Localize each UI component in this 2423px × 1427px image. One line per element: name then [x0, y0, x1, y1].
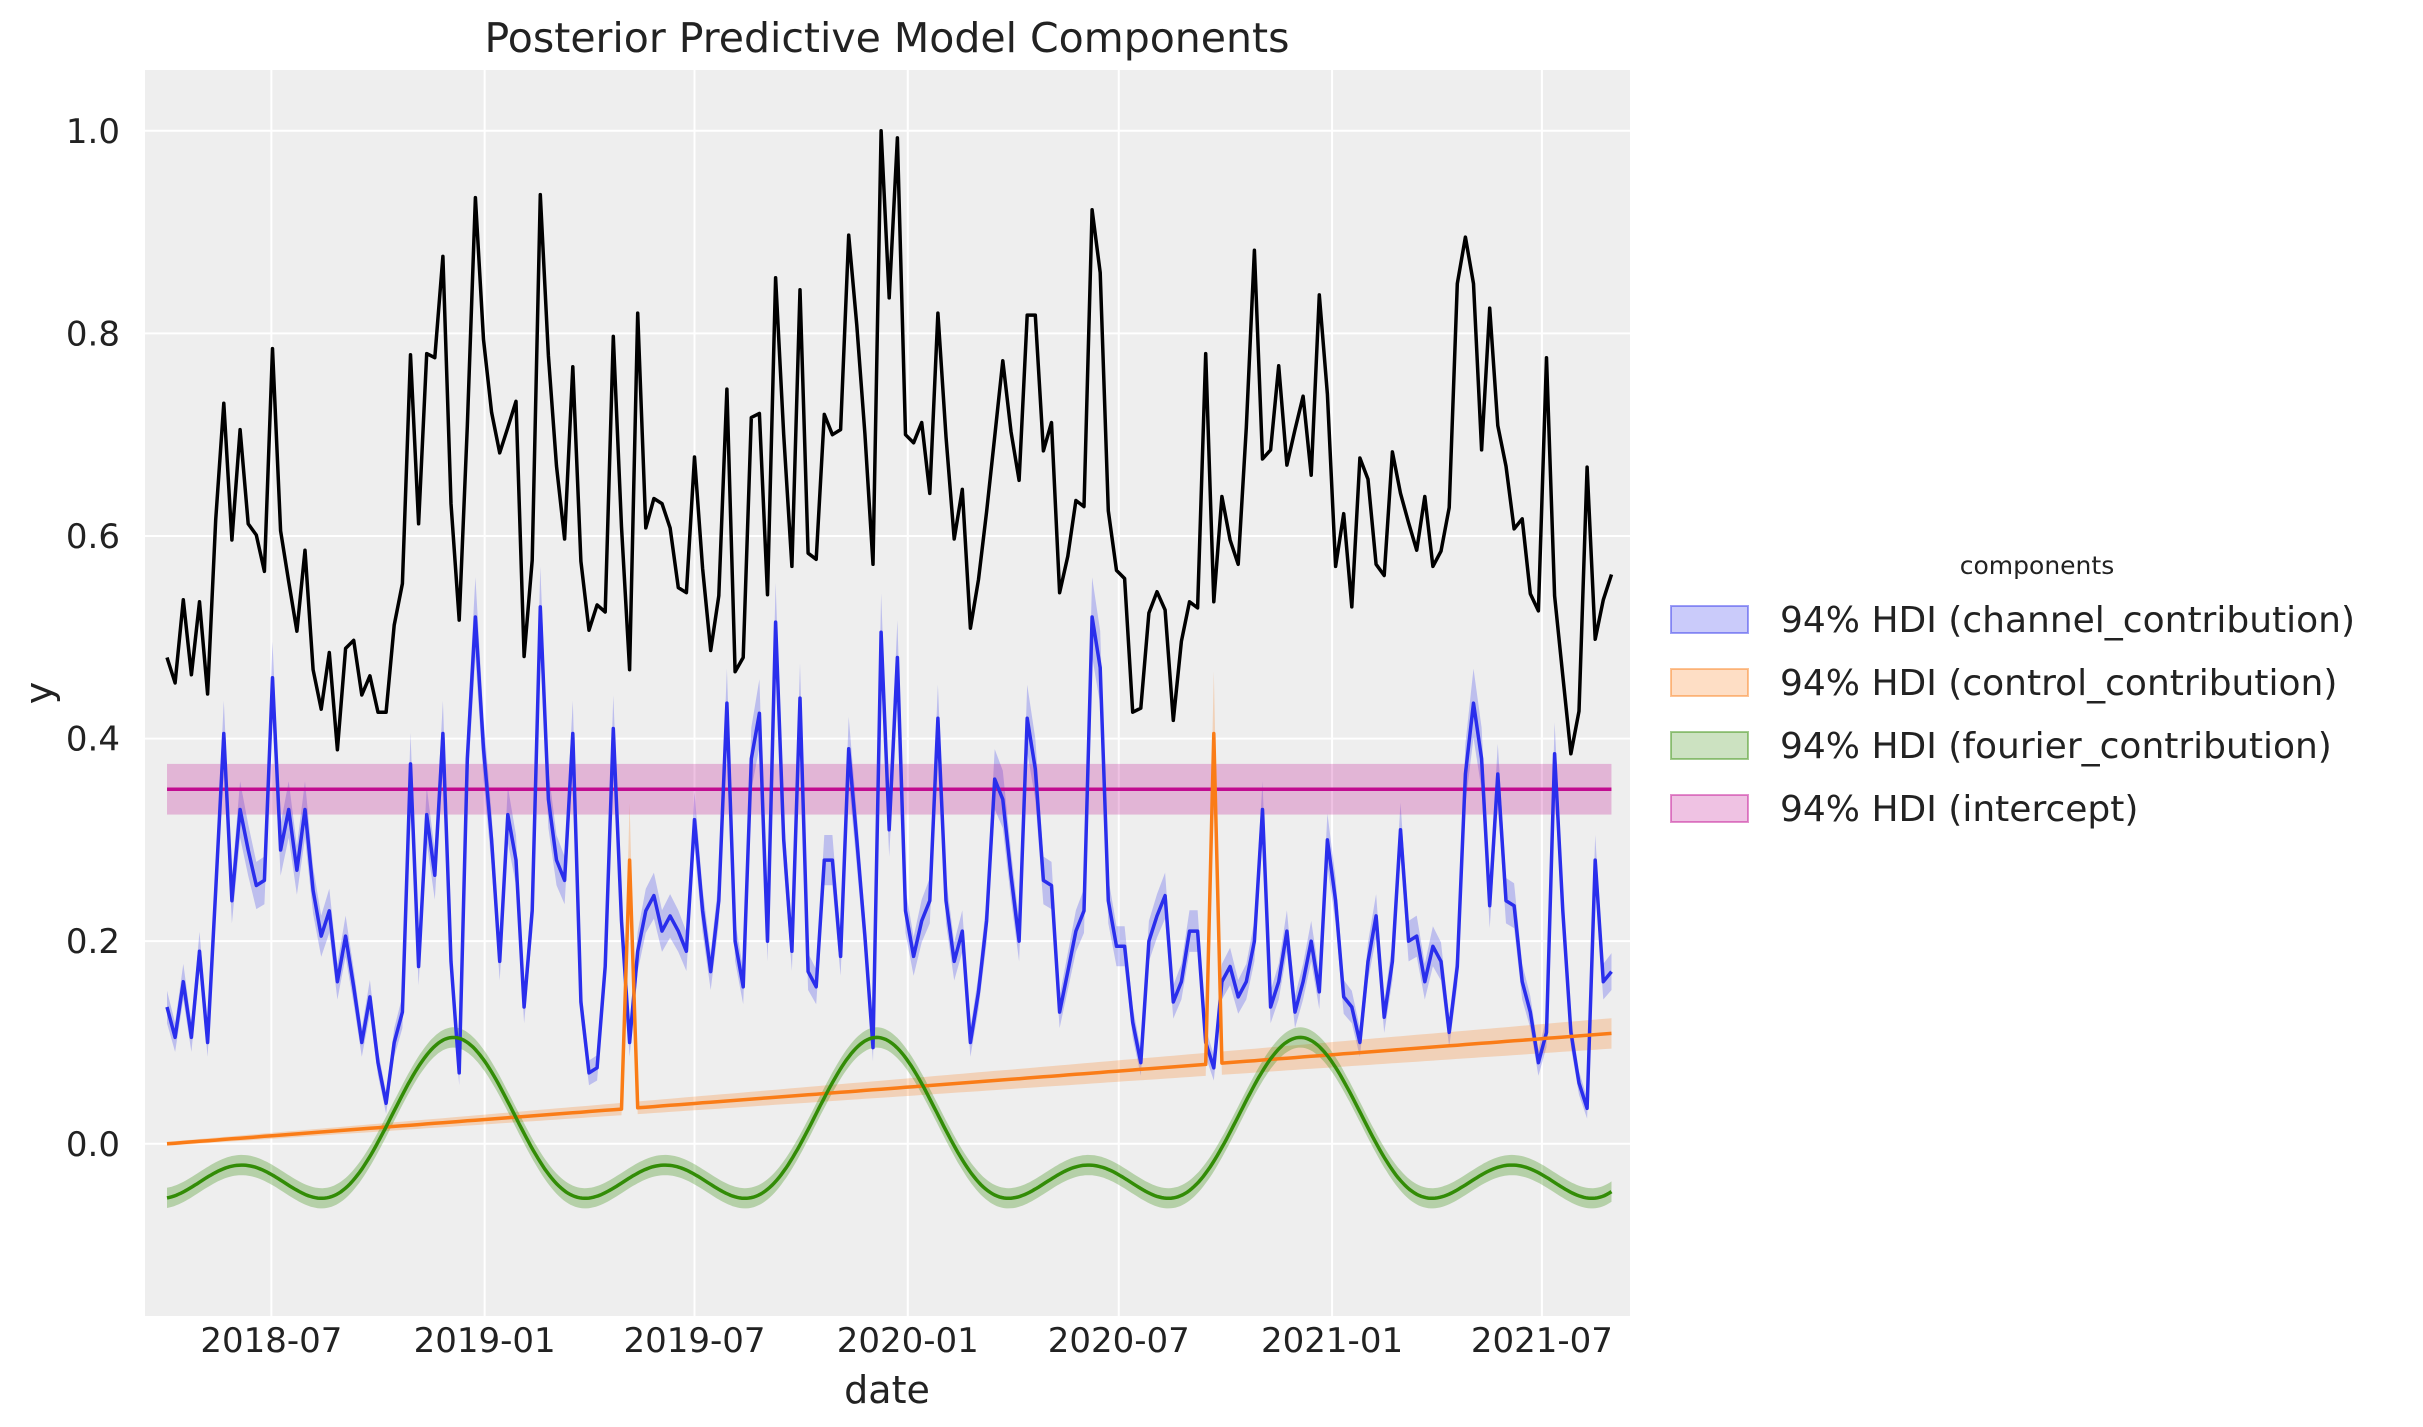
x-tick-label: 2021-01	[1261, 1321, 1403, 1361]
x-tick-label: 2019-07	[623, 1321, 765, 1361]
legend-label: 94% HDI (fourier_contribution)	[1780, 726, 2332, 767]
legend-title: components	[1960, 551, 2114, 580]
target-line	[165, 129, 1614, 756]
legend-label: 94% HDI (channel_contribution)	[1780, 600, 2355, 641]
axis-ticks: 2018-07 2019-01 2019-07 2020-01 2020-07 2021-…	[66, 112, 1613, 1361]
series-lines	[165, 129, 1614, 1201]
y-tick-label: 0.4	[66, 720, 120, 760]
x-tick-label: 2020-01	[837, 1321, 979, 1361]
x-tick-label: 2019-01	[414, 1321, 556, 1361]
y-tick-label: 0.6	[66, 517, 120, 557]
legend-label: 94% HDI (intercept)	[1780, 789, 2138, 830]
legend-swatch	[1670, 731, 1749, 760]
legend-swatch	[1670, 605, 1749, 634]
chart-title: Posterior Predictive Model Components	[485, 14, 1290, 62]
legend-label: 94% HDI (control_contribution)	[1780, 663, 2337, 704]
x-axis-label: date	[844, 1368, 930, 1412]
grid	[145, 70, 1630, 1316]
channel-contribution-line	[165, 605, 1613, 1111]
y-axis-label: y	[17, 682, 61, 705]
fourier-contribution-line	[166, 1035, 1613, 1201]
x-tick-label: 2021-07	[1471, 1321, 1613, 1361]
fourier-hdi-band	[167, 1027, 1612, 1209]
legend-swatch	[1670, 668, 1749, 697]
x-tick-label: 2020-07	[1048, 1321, 1190, 1361]
channel-hdi-band	[167, 566, 1612, 1119]
legend-swatch	[1670, 794, 1749, 823]
control-contribution-line	[166, 731, 1612, 1146]
legend: components 94% HDI (channel_contribution…	[1670, 551, 2355, 830]
y-tick-label: 1.0	[66, 112, 120, 152]
y-tick-label: 0.2	[66, 922, 120, 962]
y-tick-label: 0.8	[66, 314, 120, 354]
y-tick-label: 0.0	[66, 1125, 120, 1165]
x-tick-label: 2018-07	[200, 1321, 342, 1361]
